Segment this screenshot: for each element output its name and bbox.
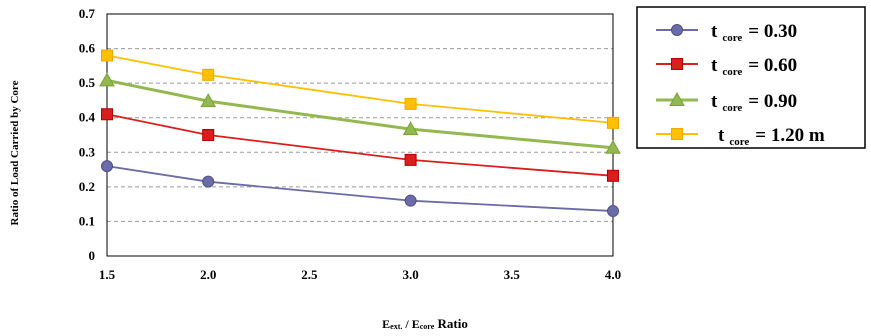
- data-point: [200, 93, 217, 108]
- y-tick-label: 0.4: [79, 110, 96, 125]
- data-point: [101, 160, 113, 173]
- x-axis-label: Eext. / Ecore Ratio: [382, 316, 468, 331]
- x-tick-label: 3.0: [402, 267, 418, 282]
- legend-entry: t core = 0.90: [711, 91, 797, 114]
- y-tick-label: 0.6: [79, 41, 96, 56]
- series-markers: [99, 49, 621, 218]
- x-tick-label: 4.0: [605, 267, 621, 282]
- data-point: [202, 129, 215, 141]
- data-point: [99, 72, 115, 87]
- series-line-2: [106, 78, 614, 150]
- y-tick-label: 0.5: [79, 75, 96, 90]
- x-axis-label-rest: Ratio: [434, 316, 468, 331]
- legend-marker: [671, 128, 683, 140]
- legend-marker: [671, 24, 683, 36]
- x-tick-label: 2.0: [200, 267, 216, 282]
- x-axis-label-sub1: ext.: [390, 322, 402, 331]
- x-axis-label-slash: / E: [402, 317, 419, 331]
- data-point: [607, 116, 619, 129]
- x-tick-label: 3.5: [504, 267, 521, 282]
- data-point: [404, 194, 417, 207]
- y-tick-label: 0.3: [79, 144, 96, 159]
- data-point: [202, 175, 215, 188]
- data-point: [101, 49, 113, 62]
- series-line-1: [106, 113, 614, 177]
- data-point: [605, 139, 621, 154]
- x-tick-label: 2.5: [301, 267, 318, 282]
- x-tick-label: 1.5: [99, 267, 116, 282]
- y-axis-label: Ratio of Load Carried by Core: [9, 80, 21, 225]
- data-point: [404, 153, 417, 166]
- series-line-3: [106, 54, 614, 124]
- legend-marker: [669, 91, 685, 106]
- data-point: [101, 108, 113, 121]
- legend-marker: [671, 58, 683, 70]
- legend-box: [636, 6, 866, 149]
- plot-area-border: [106, 13, 614, 257]
- legend-entry: t core = 0.60: [711, 55, 797, 78]
- series-line-0: [106, 165, 614, 212]
- grid-lines: [107, 13, 613, 222]
- data-point: [607, 205, 619, 218]
- y-tick-label: 0.7: [79, 6, 96, 21]
- y-tick-labels: 0 0.1 0.2 0.3 0.4 0.5 0.6 0.7: [79, 6, 96, 263]
- x-axis-label-sub2: core: [420, 322, 435, 331]
- x-tick-labels: 1.5 2.0 2.5 3.0 3.5 4.0: [99, 267, 621, 282]
- y-tick-label: 0: [89, 248, 96, 263]
- legend-entry: t core = 1.20 m: [718, 125, 825, 148]
- axes: [106, 13, 614, 257]
- data-point: [202, 68, 215, 81]
- legend-entry: t core = 0.30: [711, 21, 797, 44]
- data-point: [404, 97, 417, 110]
- y-tick-label: 0.2: [79, 179, 95, 194]
- data-point: [607, 169, 619, 182]
- y-tick-label: 0.1: [79, 213, 95, 228]
- legend: t core = 0.30 t core = 0.60 t core = 0.90 t core = …: [636, 6, 866, 149]
- data-point: [402, 121, 419, 136]
- x-axis-label-e1: E: [382, 317, 390, 331]
- series-lines: [106, 54, 614, 212]
